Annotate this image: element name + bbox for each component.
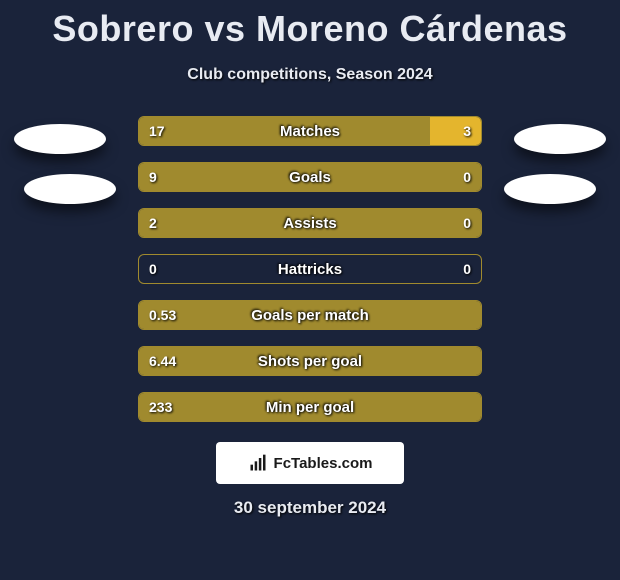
- brand-badge: FcTables.com: [216, 442, 404, 484]
- page-title: Sobrero vs Moreno Cárdenas: [0, 0, 620, 50]
- stat-bar-fill-left: [139, 393, 481, 421]
- footer-date: 30 september 2024: [0, 498, 620, 518]
- stat-bar: 90Goals: [138, 162, 482, 192]
- subtitle: Club competitions, Season 2024: [0, 66, 620, 84]
- stat-bar: 173Matches: [138, 116, 482, 146]
- stat-bar-fill-right: [430, 117, 481, 145]
- avatar-player1-b: [24, 174, 116, 204]
- stat-bars-container: 173Matches 90Goals 20Assists 0 0Hattricks 0.5…: [138, 116, 482, 438]
- stat-bar-fill-left: [139, 163, 481, 191]
- chart-icon: [248, 453, 268, 473]
- stat-bar: 0 0Hattricks: [138, 254, 482, 284]
- stat-value-right: 0: [453, 255, 481, 283]
- stat-value-left: 0: [139, 255, 167, 283]
- stat-bar: 0.53Goals per match: [138, 300, 482, 330]
- stat-bar: 20Assists: [138, 208, 482, 238]
- stat-bar-fill-left: [139, 117, 430, 145]
- stat-bar-fill-left: [139, 301, 481, 329]
- avatar-player1-a: [14, 124, 106, 154]
- stat-bar: 6.44Shots per goal: [138, 346, 482, 376]
- stat-bar-fill-left: [139, 347, 481, 375]
- stat-bar: 233Min per goal: [138, 392, 482, 422]
- stat-label: Hattricks: [139, 255, 481, 283]
- avatar-player2-a: [514, 124, 606, 154]
- brand-text: FcTables.com: [274, 455, 373, 472]
- avatar-player2-b: [504, 174, 596, 204]
- stat-bar-fill-left: [139, 209, 481, 237]
